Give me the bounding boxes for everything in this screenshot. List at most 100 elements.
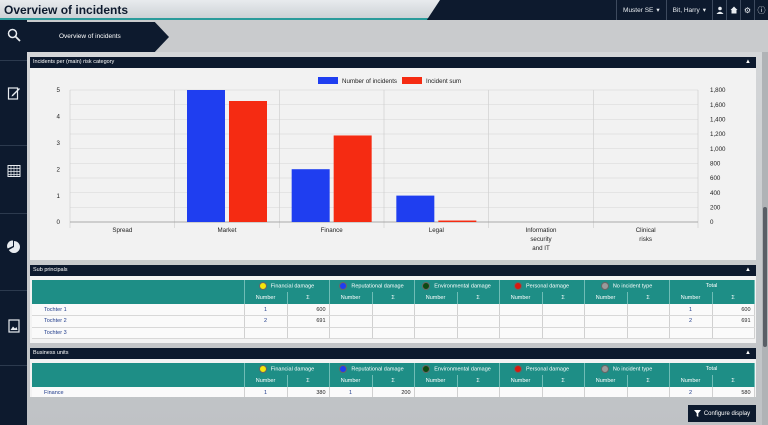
table-sub-header: Number Σ Number Σ Number Σ Number Σ Number Σ Numbe…: [32, 292, 755, 304]
damage-type-dot-icon: [339, 282, 348, 290]
column-group-header[interactable]: No incident type: [584, 363, 670, 375]
column-group-header[interactable]: Personal damage: [499, 363, 585, 375]
column-sub-header[interactable]: Number: [414, 292, 458, 304]
info-icon[interactable]: ⓘ: [754, 0, 768, 20]
column-sub-header[interactable]: Number: [329, 292, 373, 304]
column-group-label: Financial damage: [270, 283, 315, 290]
column-group-label: Environmental damage: [434, 366, 491, 373]
scrollbar[interactable]: [762, 52, 768, 425]
left-tick-label: 4: [57, 114, 61, 121]
scrollbar-thumb[interactable]: [763, 207, 767, 347]
sub-principals-title: Sub principals: [33, 267, 68, 273]
number-cell: [244, 327, 288, 339]
table-row[interactable]: Tochter 2 2 691 2 691: [32, 315, 755, 328]
row-name-link[interactable]: Tochter 1: [32, 304, 245, 316]
table-row[interactable]: Tochter 3: [32, 327, 755, 339]
column-sub-header[interactable]: Σ: [287, 292, 330, 304]
column-sub-header[interactable]: Number: [584, 375, 628, 387]
business-units-title: Business units: [33, 350, 69, 356]
legend-label-1: Incident sum: [426, 78, 461, 85]
column-sub-header[interactable]: Number: [244, 292, 288, 304]
business-units-header[interactable]: Business units ▲: [30, 348, 756, 359]
column-sub-header[interactable]: Number: [669, 375, 713, 387]
column-sub-header[interactable]: Σ: [712, 375, 755, 387]
column-sub-header[interactable]: Σ: [372, 375, 415, 387]
column-group-header[interactable]: Total: [669, 280, 755, 292]
column-group-header[interactable]: Reputational damage: [329, 280, 415, 292]
column-group-header[interactable]: Financial damage: [244, 363, 330, 375]
number-cell[interactable]: 2: [669, 387, 713, 397]
column-sub-header[interactable]: Σ: [627, 375, 670, 387]
column-sub-header[interactable]: Number: [244, 375, 288, 387]
left-tick-label: 1: [57, 193, 61, 200]
table-row[interactable]: Tochter 1 1 600 1 600: [32, 304, 755, 316]
column-sub-header[interactable]: Σ: [542, 292, 585, 304]
column-sub-header[interactable]: Number: [414, 375, 458, 387]
category-label-line: security: [530, 236, 552, 243]
column-group-header[interactable]: No incident type: [584, 280, 670, 292]
number-cell[interactable]: 2: [669, 315, 713, 328]
table-row[interactable]: Finance 1 380 1 200 2 580: [32, 387, 755, 397]
sum-cell: 380: [287, 387, 330, 397]
home-icon[interactable]: [726, 0, 740, 20]
column-group-header[interactable]: Personal damage: [499, 280, 585, 292]
right-tick-label: 1,600: [710, 102, 726, 109]
column-sub-header[interactable]: Σ: [627, 292, 670, 304]
sub-principals-header[interactable]: Sub principals ▲: [30, 265, 756, 276]
collapse-icon[interactable]: ▲: [745, 267, 751, 273]
breadcrumb-label: Overview of incidents: [59, 33, 121, 40]
row-name-link[interactable]: Tochter 3: [32, 327, 245, 339]
gear-icon[interactable]: ⚙: [740, 0, 754, 20]
sum-cell: 691: [287, 315, 330, 328]
right-tick-label: 800: [710, 161, 721, 168]
number-cell[interactable]: 1: [244, 387, 288, 397]
report-image-icon[interactable]: [5, 319, 22, 336]
number-cell[interactable]: 1: [669, 304, 713, 316]
column-group-header[interactable]: Total: [669, 363, 755, 375]
number-cell[interactable]: 1: [244, 304, 288, 316]
column-sub-header[interactable]: Number: [499, 292, 543, 304]
column-sub-header[interactable]: Number: [584, 292, 628, 304]
search-icon[interactable]: [5, 28, 22, 45]
column-group-header[interactable]: Reputational damage: [329, 363, 415, 375]
bar-chart: Number of incidents Incident sum 0 200 400 60…: [57, 77, 726, 252]
column-sub-header[interactable]: Number: [329, 375, 373, 387]
column-sub-header[interactable]: Σ: [712, 292, 755, 304]
configure-display-button[interactable]: Configure display: [688, 405, 756, 422]
number-cell: [414, 304, 458, 316]
user-icon[interactable]: [712, 0, 726, 20]
right-tick-label: 0: [710, 219, 714, 226]
column-sub-header[interactable]: Σ: [457, 292, 500, 304]
column-sub-header[interactable]: Σ: [542, 375, 585, 387]
filter-icon: [693, 410, 701, 417]
chart-panel-header[interactable]: Incidents per (main) risk category ▲: [30, 57, 756, 68]
table-group-header: Financial damage Reputational damage Envir…: [32, 363, 755, 387]
breadcrumb[interactable]: Overview of incidents: [27, 22, 169, 52]
title-tab: Overview of incidents: [0, 0, 440, 20]
sum-cell: [627, 387, 670, 397]
column-group-header[interactable]: Environmental damage: [414, 280, 500, 292]
column-group-header[interactable]: Financial damage: [244, 280, 330, 292]
calendar-grid-icon[interactable]: [5, 164, 22, 181]
number-cell[interactable]: 1: [329, 387, 373, 397]
collapse-icon[interactable]: ▲: [745, 350, 751, 356]
column-sub-header[interactable]: Σ: [372, 292, 415, 304]
pie-chart-icon[interactable]: [5, 240, 22, 257]
column-sub-header[interactable]: Σ: [457, 375, 500, 387]
row-name-link[interactable]: Finance: [32, 387, 245, 397]
user-selector[interactable]: Bit, Harry ▾: [665, 0, 712, 20]
configure-display-label: Configure display: [703, 410, 751, 417]
edit-document-icon[interactable]: [5, 86, 22, 103]
number-cell: [584, 327, 628, 339]
column-sub-header[interactable]: Number: [669, 292, 713, 304]
sidebar-divider: [0, 213, 27, 214]
column-sub-header[interactable]: Number: [499, 375, 543, 387]
row-name-link[interactable]: Tochter 2: [32, 315, 245, 328]
org-selector[interactable]: Muster SE ▾: [616, 0, 666, 20]
column-group-header[interactable]: Environmental damage: [414, 363, 500, 375]
column-sub-header[interactable]: Σ: [287, 375, 330, 387]
collapse-icon[interactable]: ▲: [745, 59, 751, 65]
right-tick-label: 600: [710, 175, 721, 182]
business-units-table: Financial damage Reputational damage Envir…: [32, 363, 755, 397]
number-cell[interactable]: 2: [244, 315, 288, 328]
